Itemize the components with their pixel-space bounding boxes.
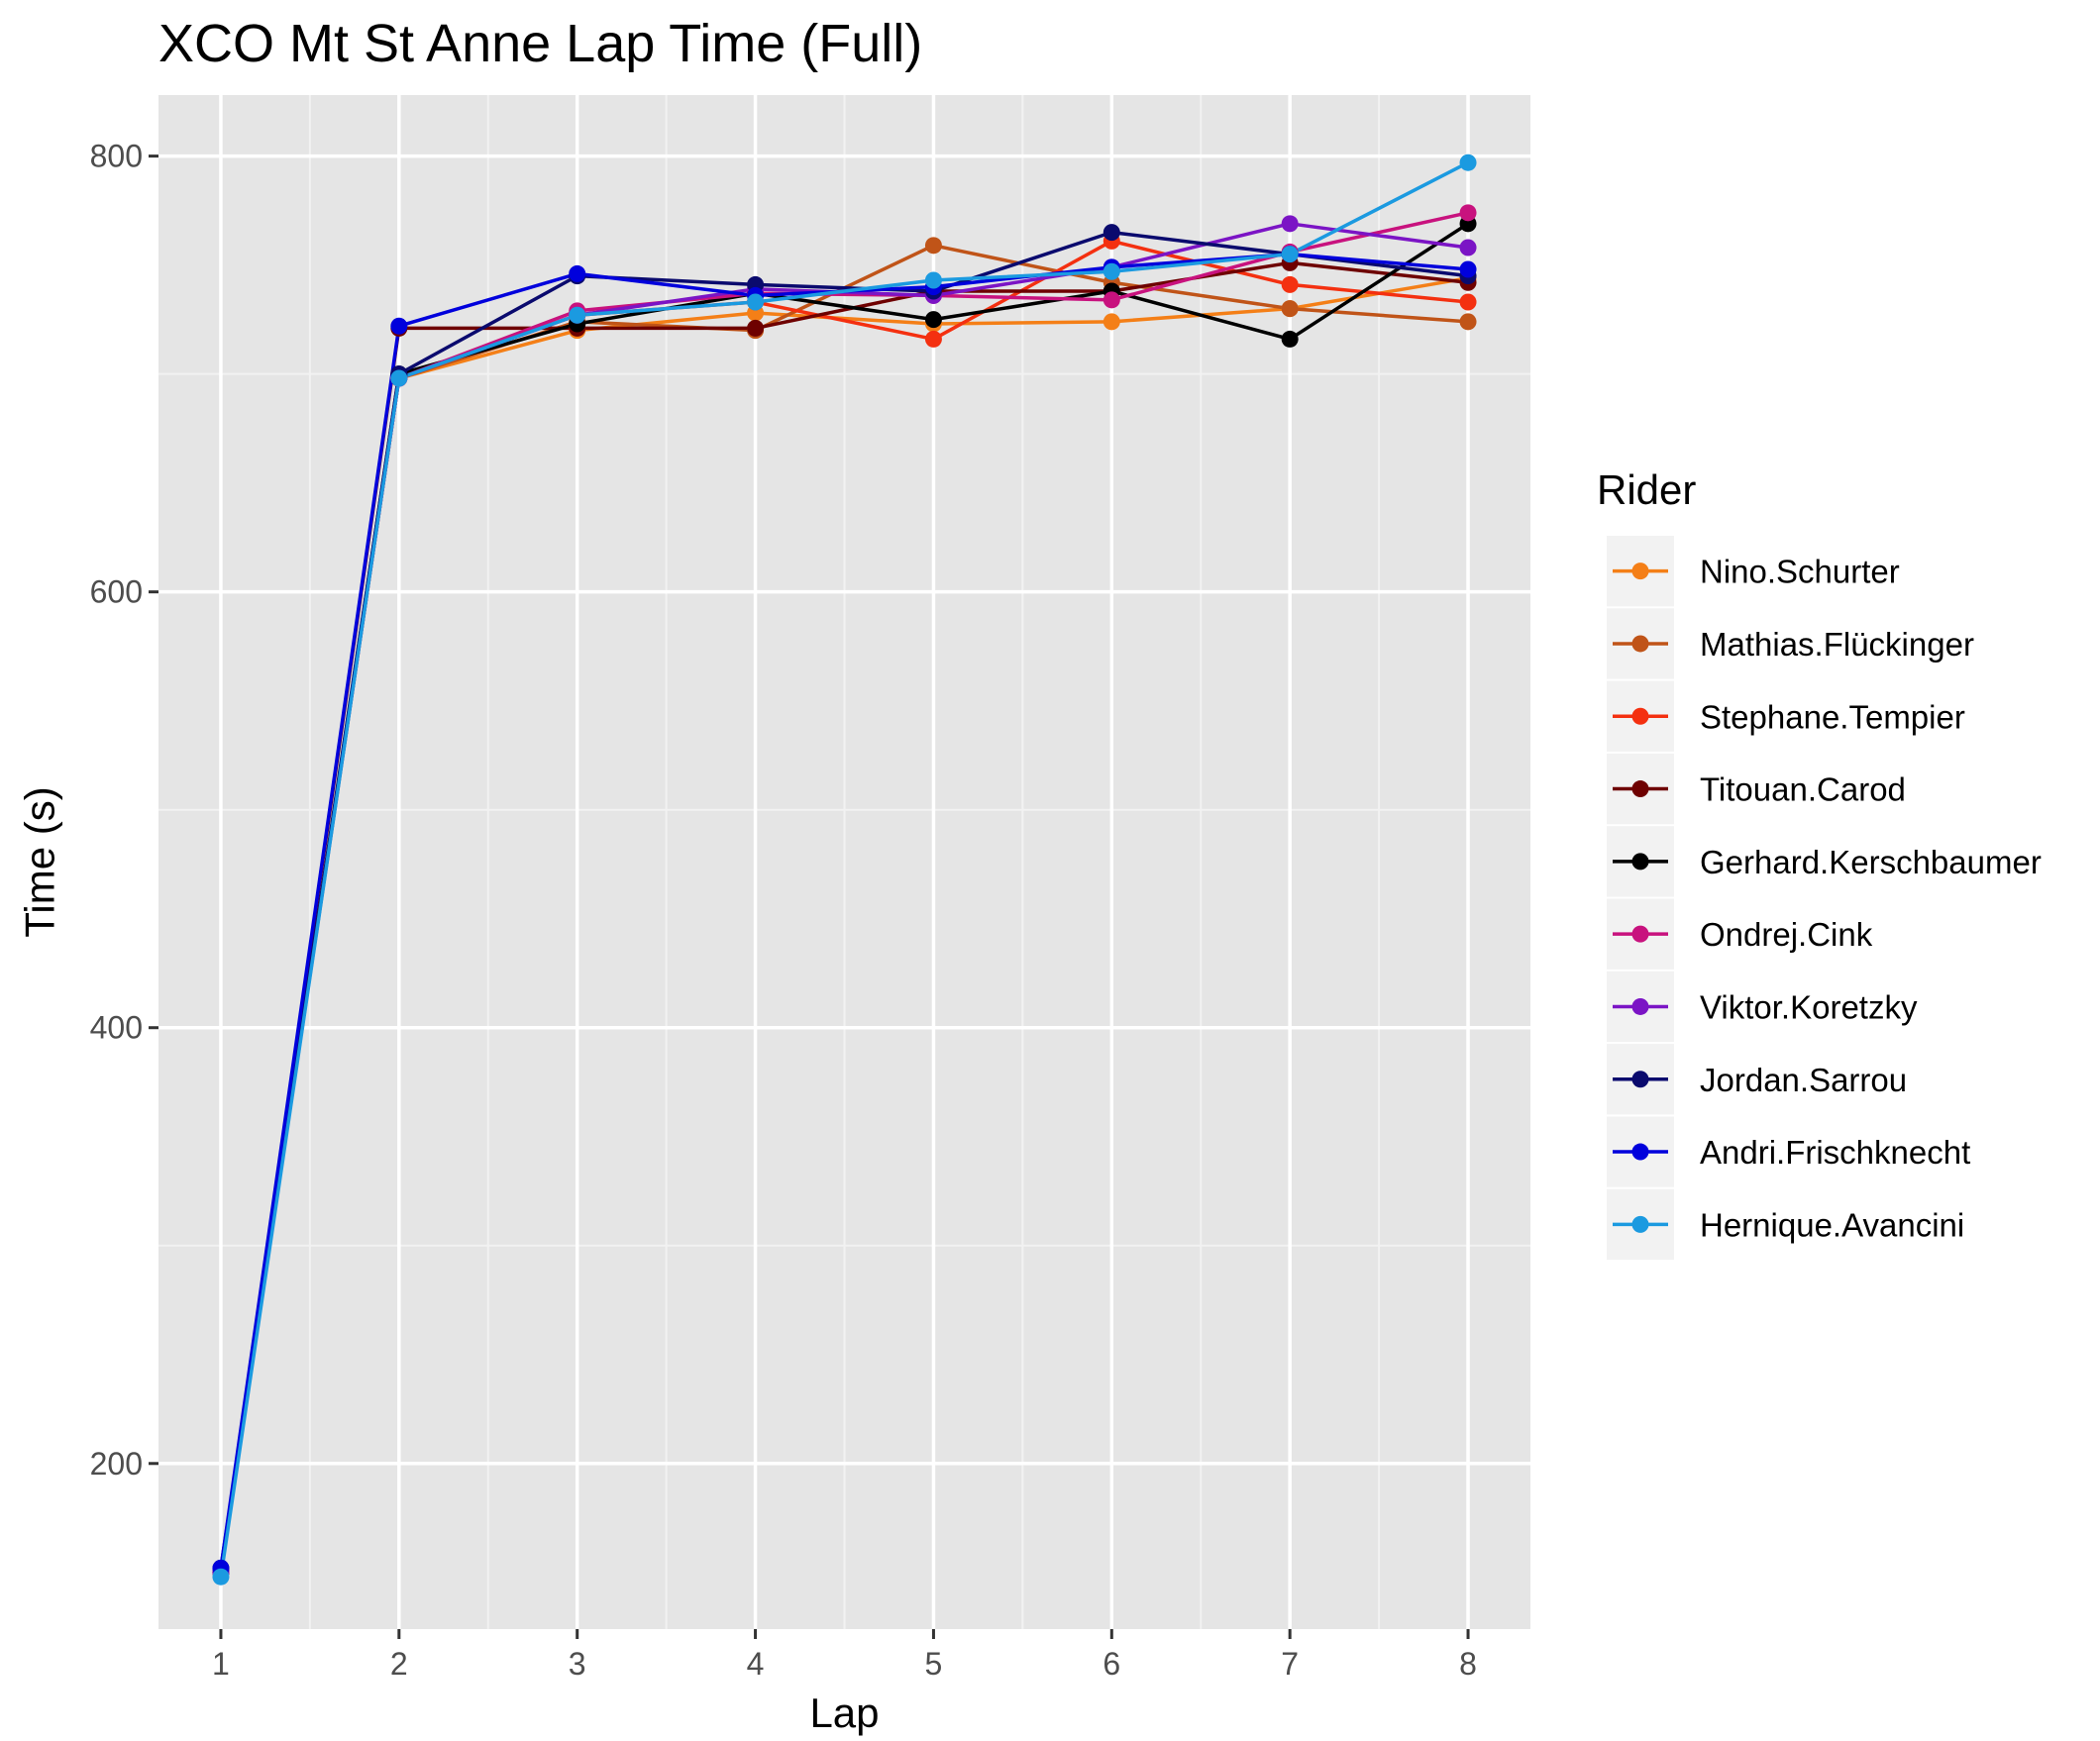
data-point — [924, 271, 942, 289]
data-point — [1281, 246, 1299, 263]
series-lines — [219, 160, 1469, 1578]
y-axis-title: Time (s) — [17, 786, 63, 937]
series-line — [219, 160, 1469, 1578]
legend-label: Jordan.Sarrou — [1700, 1062, 1907, 1098]
y-tick-label: 400 — [90, 1010, 143, 1046]
data-point — [1102, 313, 1120, 331]
legend-label: Hernique.Avancini — [1700, 1206, 1964, 1243]
data-point — [1281, 275, 1299, 293]
x-tick-label: 5 — [925, 1646, 943, 1682]
x-tick-label: 3 — [569, 1646, 586, 1682]
legend-label: Gerhard.Kerschbaumer — [1700, 844, 2042, 880]
y-tick-label: 200 — [90, 1446, 143, 1482]
data-point — [1459, 204, 1477, 222]
data-point — [747, 319, 765, 337]
legend-label: Mathias.Flückinger — [1700, 626, 1974, 663]
x-tick-label: 8 — [1459, 1646, 1477, 1682]
data-point — [212, 1568, 230, 1586]
legend-key-point — [1631, 780, 1649, 798]
legend-label: Nino.Schurter — [1700, 554, 1900, 590]
legend-label: Stephane.Tempier — [1700, 698, 1965, 735]
data-point — [1459, 293, 1477, 311]
legend-key-point — [1631, 853, 1649, 870]
series-points — [212, 154, 1477, 1586]
data-point — [1102, 262, 1120, 280]
data-point — [924, 237, 942, 255]
data-point — [1102, 224, 1120, 242]
data-point — [1459, 154, 1477, 171]
x-tick-label: 1 — [212, 1646, 230, 1682]
data-point — [1281, 215, 1299, 233]
data-point — [1459, 239, 1477, 256]
legend-key-point — [1631, 1071, 1649, 1088]
legend-label: Ondrej.Cink — [1700, 916, 1873, 953]
x-axis: 1 2 3 4 5 6 7 8 — [212, 1629, 1477, 1682]
data-point — [569, 306, 586, 324]
legend-title: Rider — [1597, 466, 1696, 513]
x-tick-label: 7 — [1281, 1646, 1299, 1682]
data-point — [569, 264, 586, 282]
data-point — [390, 369, 408, 387]
legend-key-point — [1631, 635, 1649, 653]
legend-label: Viktor.Koretzky — [1700, 988, 1918, 1025]
minor-gridlines — [158, 95, 1530, 1629]
legend-key-point — [1631, 1143, 1649, 1161]
x-axis-title: Lap — [809, 1690, 879, 1736]
legend-key-point — [1631, 563, 1649, 580]
data-point — [924, 330, 942, 348]
data-point — [747, 293, 765, 311]
x-tick-label: 2 — [390, 1646, 408, 1682]
major-gridlines — [158, 95, 1530, 1629]
data-point — [1459, 313, 1477, 331]
data-point — [1281, 300, 1299, 318]
series-line — [219, 260, 1469, 1574]
data-point — [390, 317, 408, 335]
series-line — [219, 230, 1469, 1569]
x-tick-label: 6 — [1102, 1646, 1120, 1682]
data-point — [1281, 330, 1299, 348]
data-point — [924, 311, 942, 329]
chart-title: XCO Mt St Anne Lap Time (Full) — [158, 14, 922, 73]
x-tick-label: 4 — [747, 1646, 765, 1682]
y-tick-label: 600 — [90, 574, 143, 610]
legend-key-point — [1631, 997, 1649, 1015]
legend-key-point — [1631, 1215, 1649, 1233]
legend-key-point — [1631, 707, 1649, 725]
legend-label: Titouan.Carod — [1700, 771, 1906, 808]
y-axis: 200 400 600 800 — [90, 139, 158, 1482]
legend-label: Andri.Frischknecht — [1700, 1134, 1970, 1171]
data-point — [1459, 260, 1477, 278]
data-point — [1102, 291, 1120, 309]
y-tick-label: 800 — [90, 139, 143, 174]
legend-key-point — [1631, 925, 1649, 943]
legend: Rider Nino.Schurter Mathias.Flückinger Ste… — [1597, 466, 2042, 1260]
